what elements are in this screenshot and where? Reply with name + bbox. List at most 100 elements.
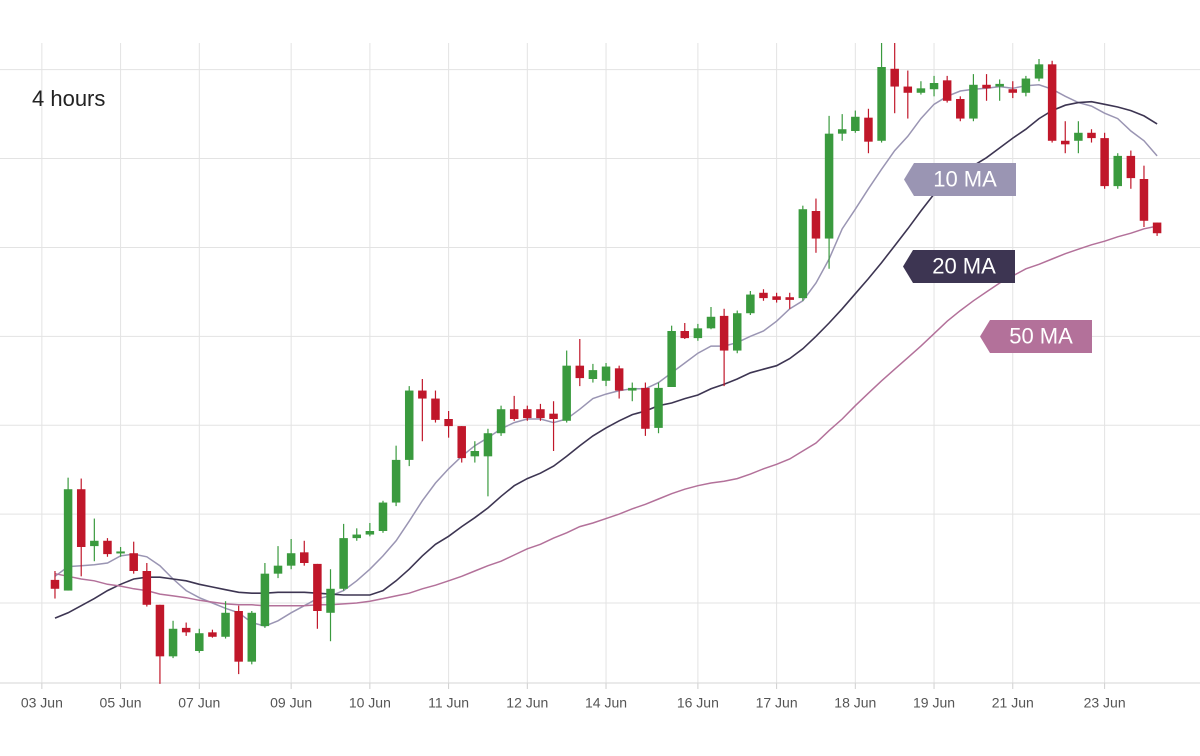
candle-body xyxy=(549,413,558,419)
candle-body xyxy=(470,451,480,457)
candle-body xyxy=(352,534,361,539)
candle-body xyxy=(942,80,952,101)
candle-body xyxy=(956,99,965,119)
candle-body xyxy=(680,331,690,339)
candle-body xyxy=(864,117,873,142)
candle-body xyxy=(1152,222,1162,234)
ma-line xyxy=(54,225,1158,607)
candle-body xyxy=(1126,155,1136,179)
candle-body xyxy=(601,366,611,381)
candle-body xyxy=(50,579,60,589)
candle-body xyxy=(995,83,1004,87)
candle-body xyxy=(641,387,650,429)
legend-tag xyxy=(903,250,1015,283)
candle-body xyxy=(418,390,427,399)
x-tick-label: 18 Jun xyxy=(834,695,876,711)
candle-body xyxy=(523,409,532,419)
candle-body xyxy=(1034,64,1044,79)
candle-body xyxy=(1008,89,1018,93)
candle-body xyxy=(247,612,257,662)
candle-body xyxy=(890,68,899,87)
candle-body xyxy=(916,88,926,93)
candle-body xyxy=(260,573,270,627)
candle-body xyxy=(654,387,663,428)
x-tick-label: 17 Jun xyxy=(756,695,798,711)
candle-body xyxy=(90,540,99,547)
candle-body xyxy=(404,390,414,460)
candle-body xyxy=(234,611,243,662)
candle-body xyxy=(181,627,191,633)
candle-body xyxy=(444,419,453,427)
x-tick-label: 05 Jun xyxy=(100,695,142,711)
candle-body xyxy=(221,612,230,637)
candle-body xyxy=(1139,179,1149,221)
candle-body xyxy=(903,86,913,93)
candle-body xyxy=(732,313,742,351)
legend-label: 20 MA xyxy=(932,253,996,278)
candle-body xyxy=(365,531,375,535)
candle-body xyxy=(824,133,834,239)
candle-body xyxy=(509,409,519,419)
x-tick-label: 16 Jun xyxy=(677,695,719,711)
candle-body xyxy=(1061,140,1070,145)
candle-body xyxy=(1087,132,1096,139)
candle-body xyxy=(628,387,637,391)
candle-body xyxy=(877,67,886,141)
candle-body xyxy=(982,84,991,89)
candle-body xyxy=(208,632,217,637)
candle-body xyxy=(837,129,847,134)
candle-body xyxy=(313,563,322,611)
x-tick-label: 21 Jun xyxy=(992,695,1034,711)
x-tick-label: 12 Jun xyxy=(506,695,548,711)
legend-label: 50 MA xyxy=(1009,323,1073,348)
candle-body xyxy=(811,211,821,239)
candle-body xyxy=(614,368,624,391)
grid: 03 Jun 05 Jun 07 Jun 09 Jun 10 Jun 11 Jun 12 J… xyxy=(0,43,1200,711)
candle-body xyxy=(562,365,571,421)
candle-body xyxy=(969,84,978,119)
candle-body xyxy=(1100,138,1109,187)
candle-body xyxy=(155,604,165,657)
candle-body xyxy=(116,551,125,554)
candle-body xyxy=(391,459,401,503)
candle-body xyxy=(746,294,755,314)
candle-body xyxy=(168,628,178,657)
candle-body xyxy=(1047,64,1057,141)
x-tick-label: 11 Jun xyxy=(428,695,469,711)
x-tick-label: 03 Jun xyxy=(21,695,63,711)
candle-body xyxy=(706,316,716,329)
candle-body xyxy=(496,409,506,434)
legend-tag xyxy=(980,320,1092,353)
candle-body xyxy=(129,553,138,571)
candle-body xyxy=(195,633,204,651)
candle-body xyxy=(1113,155,1122,187)
candle-body xyxy=(483,433,493,457)
chart-title: 4 hours xyxy=(32,86,105,111)
candle-body xyxy=(759,292,768,299)
candle-body xyxy=(693,328,703,339)
candle-body xyxy=(431,398,440,420)
candle-body xyxy=(719,315,729,351)
candle-body xyxy=(339,538,348,589)
candle-body xyxy=(667,331,676,387)
x-tick-label: 09 Jun xyxy=(270,695,312,711)
candle-body xyxy=(851,116,860,131)
candle-body xyxy=(300,552,309,563)
candle-body xyxy=(378,502,388,531)
candle-body xyxy=(286,553,296,566)
candle-body xyxy=(63,489,73,591)
candle-body xyxy=(588,370,598,379)
candle-body xyxy=(76,489,86,547)
candle-body xyxy=(326,588,335,613)
candle-body xyxy=(929,83,939,90)
candle-body xyxy=(798,209,808,299)
candle-body xyxy=(142,571,152,605)
x-tick-label: 23 Jun xyxy=(1084,695,1126,711)
candle-body xyxy=(1074,132,1083,141)
candle-body xyxy=(103,540,112,555)
legend-label: 10 MA xyxy=(933,166,997,191)
candle-body xyxy=(457,426,466,459)
x-tick-label: 14 Jun xyxy=(585,695,627,711)
